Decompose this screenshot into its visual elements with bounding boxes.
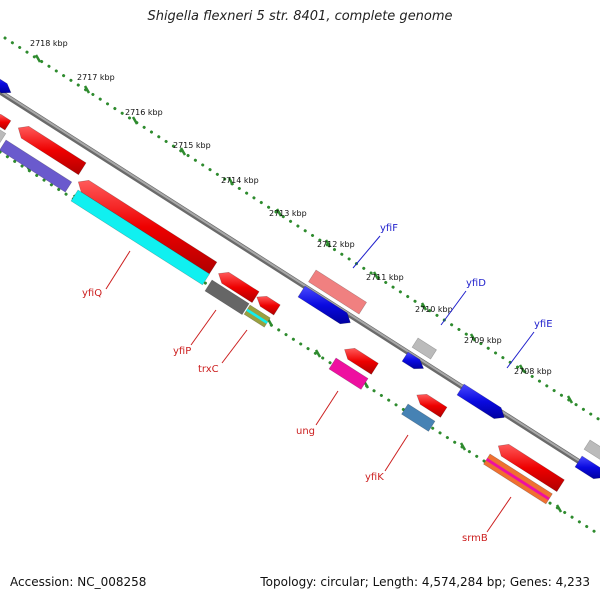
gene-leader-line	[105, 250, 131, 290]
gene-leader-line	[384, 434, 409, 472]
tick-label: 2708 kbp	[514, 367, 552, 376]
gene-feature[interactable]	[204, 279, 250, 316]
genome-backbone	[0, 89, 600, 478]
gene-feature[interactable]	[344, 347, 379, 375]
gene-label[interactable]: srmB	[462, 533, 488, 544]
gene-feature[interactable]	[0, 126, 7, 144]
gene-features	[0, 74, 600, 505]
gene-feature[interactable]	[411, 337, 437, 360]
gene-feature[interactable]	[308, 269, 367, 315]
map-title: Shigella flexneri 5 str. 8401, complete …	[147, 9, 453, 24]
gene-label[interactable]: yfiK	[365, 472, 384, 483]
gene-leader-line	[352, 235, 381, 269]
gene-feature[interactable]	[77, 179, 218, 275]
gene-feature[interactable]	[328, 357, 369, 390]
gene-feature[interactable]	[0, 139, 73, 193]
gene-leader-line	[440, 290, 467, 326]
gene-feature-stripe	[485, 458, 550, 501]
tick-label: 2715 kbp	[173, 141, 211, 150]
gene-labels: yfiF yfiD yfiE yfiQ yfiP trxC ung yfiK srmB	[82, 223, 553, 544]
gene-feature[interactable]	[574, 455, 600, 480]
gene-label[interactable]: yfiF	[380, 223, 398, 234]
gene-leader-line	[486, 496, 512, 533]
gene-leader-line	[315, 390, 339, 426]
gene-label[interactable]: trxC	[198, 364, 219, 375]
gene-label[interactable]: ung	[296, 426, 315, 437]
tick-label: 2712 kbp	[317, 240, 355, 249]
gene-leader-line	[221, 329, 248, 364]
gene-feature[interactable]	[401, 403, 436, 432]
gene-feature[interactable]	[456, 383, 505, 419]
gene-feature[interactable]	[0, 74, 12, 94]
gene-feature[interactable]	[218, 271, 260, 304]
gene-feature[interactable]	[0, 114, 12, 131]
gene-label[interactable]: yfiP	[173, 346, 191, 357]
tick-label: 2717 kbp	[77, 73, 115, 82]
gene-feature[interactable]	[70, 189, 210, 286]
gene-leader-line	[506, 331, 535, 369]
gene-label[interactable]: yfiD	[466, 278, 486, 289]
gene-leader-line	[190, 309, 217, 346]
tick-label: 2710 kbp	[415, 305, 453, 314]
tick-labels: 2718 kbp 2717 kbp 2716 kbp 2715 kbp 2714 kbp…	[30, 39, 552, 376]
topology-text: Topology: circular; Length: 4,574,284 bp…	[260, 575, 590, 589]
gene-label[interactable]: yfiE	[534, 319, 553, 330]
gene-feature[interactable]	[401, 351, 425, 370]
gene-feature[interactable]	[17, 125, 87, 176]
gene-feature[interactable]	[297, 285, 351, 325]
gene-label[interactable]: yfiQ	[82, 288, 102, 299]
accession-text: Accession: NC_008258	[10, 575, 147, 589]
tick-label: 2716 kbp	[125, 108, 163, 117]
gene-feature[interactable]	[497, 443, 565, 493]
tick-label: 2713 kbp	[269, 209, 307, 218]
gene-feature[interactable]	[416, 393, 448, 418]
gene-feature[interactable]	[583, 439, 600, 460]
tick-marks-outer	[34, 54, 574, 404]
tick-label: 2709 kbp	[464, 336, 502, 345]
tick-label: 2714 kbp	[221, 176, 259, 185]
tick-label: 2718 kbp	[30, 39, 68, 48]
gene-feature[interactable]	[256, 295, 281, 316]
gene-feature-stripe	[246, 308, 268, 324]
tick-label: 2711 kbp	[366, 273, 404, 282]
